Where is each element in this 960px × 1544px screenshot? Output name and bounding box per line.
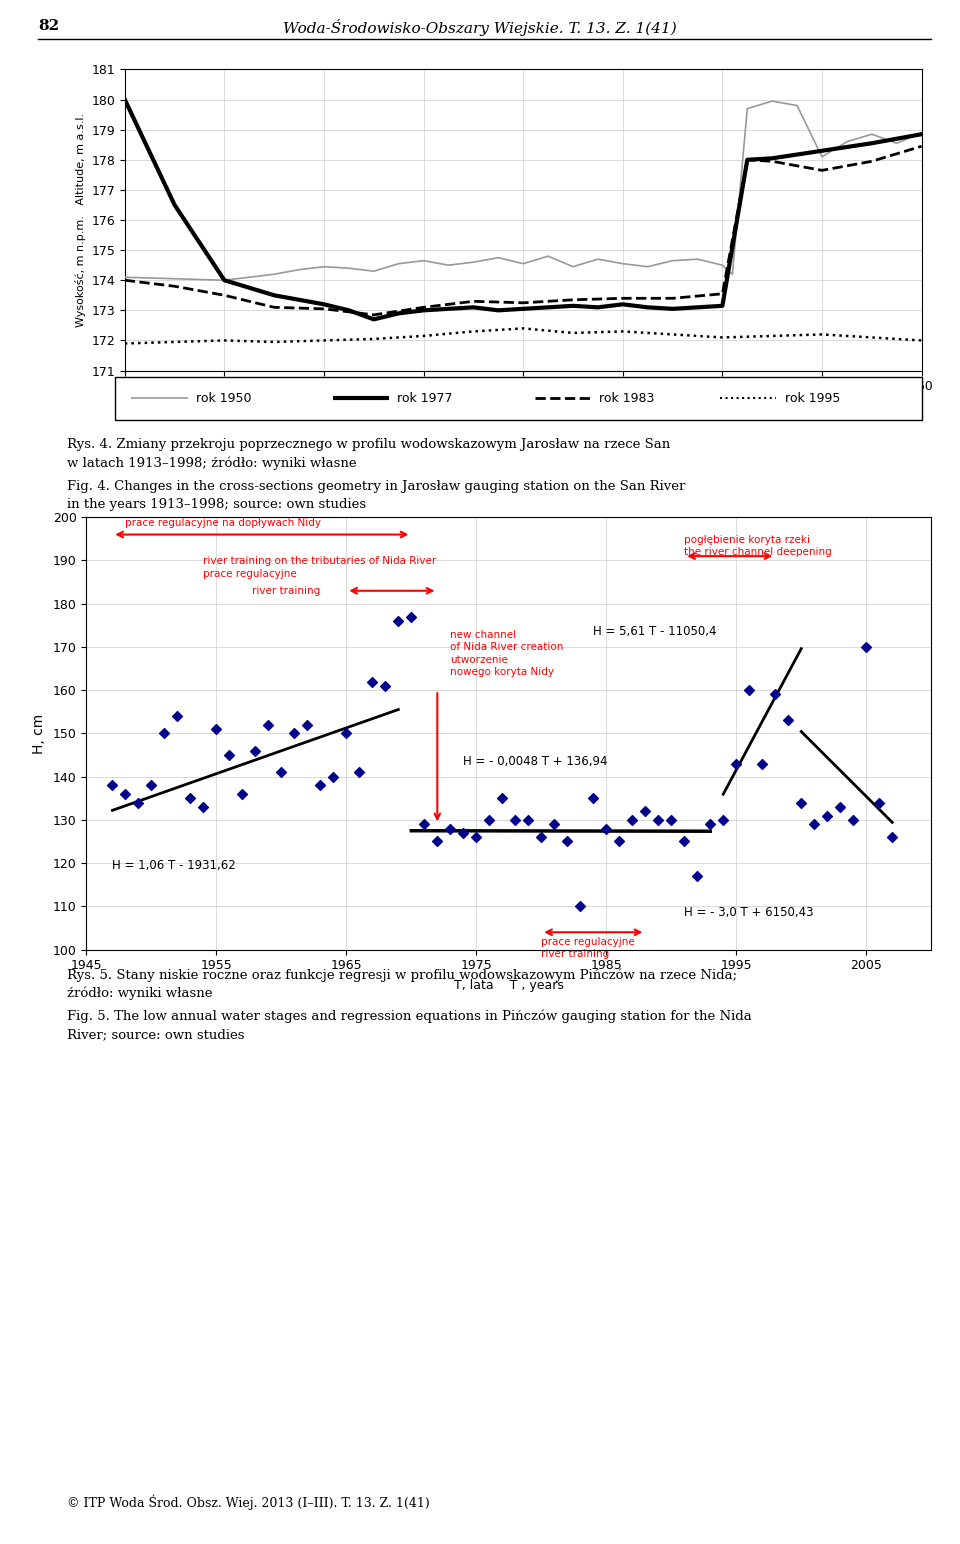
Point	[417, 812, 432, 837]
Text: H = 1,06 T - 1931,62: H = 1,06 T - 1931,62	[112, 858, 236, 872]
Point	[741, 678, 756, 703]
Text: H = - 3,0 T + 6150,43: H = - 3,0 T + 6150,43	[684, 906, 814, 919]
Text: Fig. 4. Changes in the cross-sections geometry in Jarosław gauging station on th: Fig. 4. Changes in the cross-sections ge…	[67, 480, 685, 511]
Point	[156, 721, 172, 746]
Point	[403, 604, 419, 628]
Point	[832, 795, 848, 820]
Point	[274, 760, 289, 784]
Point	[494, 786, 510, 811]
Text: prace regulacyjne na dopływach Nidy: prace regulacyjne na dopływach Nidy	[126, 519, 322, 528]
Point	[858, 635, 874, 659]
Point	[780, 709, 796, 733]
Point	[625, 808, 640, 832]
Point	[118, 781, 133, 806]
Point	[339, 721, 354, 746]
Point	[300, 712, 315, 736]
Text: rok 1950: rok 1950	[196, 392, 252, 405]
Point	[846, 808, 861, 832]
Point	[534, 824, 549, 849]
X-axis label: Odległość, m   Distance, m: Odległość, m Distance, m	[439, 398, 608, 412]
Point	[170, 704, 185, 729]
Point	[612, 829, 627, 854]
Point	[560, 829, 575, 854]
Point	[325, 764, 341, 789]
Text: H = - 0,0048 T + 136,94: H = - 0,0048 T + 136,94	[464, 755, 608, 767]
Point	[677, 829, 692, 854]
Point	[208, 716, 224, 741]
Point	[703, 812, 718, 837]
Point	[482, 808, 497, 832]
Point	[689, 863, 705, 888]
Text: © ITP Woda Środ. Obsz. Wiej. 2013 (I–III). T. 13. Z. 1(41): © ITP Woda Środ. Obsz. Wiej. 2013 (I–III…	[67, 1495, 430, 1510]
Point	[365, 669, 380, 693]
Text: rok 1995: rok 1995	[784, 392, 840, 405]
Point	[820, 803, 835, 828]
Point	[572, 894, 588, 919]
Point	[663, 808, 679, 832]
Point	[637, 798, 653, 823]
Text: Rys. 4. Zmiany przekroju poprzecznego w profilu wodowskazowym Jarosław na rzece : Rys. 4. Zmiany przekroju poprzecznego w …	[67, 438, 670, 471]
Point	[287, 721, 302, 746]
Point	[806, 812, 822, 837]
Point	[234, 781, 250, 806]
Point	[196, 795, 211, 820]
Point	[391, 608, 406, 633]
Text: river training: river training	[252, 585, 321, 596]
Point	[508, 808, 523, 832]
X-axis label: T, lata    T , years: T, lata T , years	[454, 979, 564, 993]
Point	[313, 774, 328, 798]
Point	[755, 752, 770, 777]
Text: rok 1983: rok 1983	[599, 392, 655, 405]
Point	[586, 786, 601, 811]
Point	[261, 712, 276, 736]
Text: 82: 82	[38, 19, 60, 34]
Point	[377, 673, 393, 698]
Point	[443, 817, 458, 841]
Point	[651, 808, 666, 832]
Text: Fig. 5. The low annual water stages and regression equations in Pińczów gauging : Fig. 5. The low annual water stages and …	[67, 1010, 752, 1041]
Point	[468, 824, 484, 849]
Point	[131, 791, 146, 815]
Text: rok 1977: rok 1977	[397, 392, 453, 405]
Text: Rys. 5. Stany niskie roczne oraz funkcje regresji w profilu wodowskazowym Pińczó: Rys. 5. Stany niskie roczne oraz funkcje…	[67, 968, 737, 1001]
Point	[599, 817, 614, 841]
Point	[520, 808, 536, 832]
Point	[715, 808, 731, 832]
Point	[105, 774, 120, 798]
Point	[729, 752, 744, 777]
Point	[768, 682, 783, 707]
Point	[144, 774, 159, 798]
Point	[248, 738, 263, 763]
Point	[794, 791, 809, 815]
Y-axis label: H, cm: H, cm	[32, 713, 46, 753]
Text: river training on the tributaries of Nida River
prace regulacyjne: river training on the tributaries of Nid…	[204, 556, 437, 579]
Point	[351, 760, 367, 784]
Point	[456, 820, 471, 845]
Text: new channel
of Nida River creation
utworzenie
nowego koryta Nidy: new channel of Nida River creation utwor…	[450, 630, 564, 678]
Text: H = 5,61 T - 11050,4: H = 5,61 T - 11050,4	[593, 625, 717, 638]
Point	[884, 824, 900, 849]
Point	[430, 829, 445, 854]
Text: prace regulacyjne
river training: prace regulacyjne river training	[541, 937, 636, 959]
Point	[546, 812, 562, 837]
Y-axis label: Wysokość, m n.p.m.   Altitude, m a.s.l.: Wysokość, m n.p.m. Altitude, m a.s.l.	[75, 113, 85, 327]
Text: pogłębienie koryta rzeki
the river channel deepening: pogłębienie koryta rzeki the river chann…	[684, 534, 832, 557]
Point	[222, 743, 237, 767]
Text: Woda-Środowisko-Obszary Wiejskie. T. 13. Z. 1(41): Woda-Środowisko-Obszary Wiejskie. T. 13.…	[283, 19, 677, 37]
Point	[872, 791, 887, 815]
Point	[182, 786, 198, 811]
